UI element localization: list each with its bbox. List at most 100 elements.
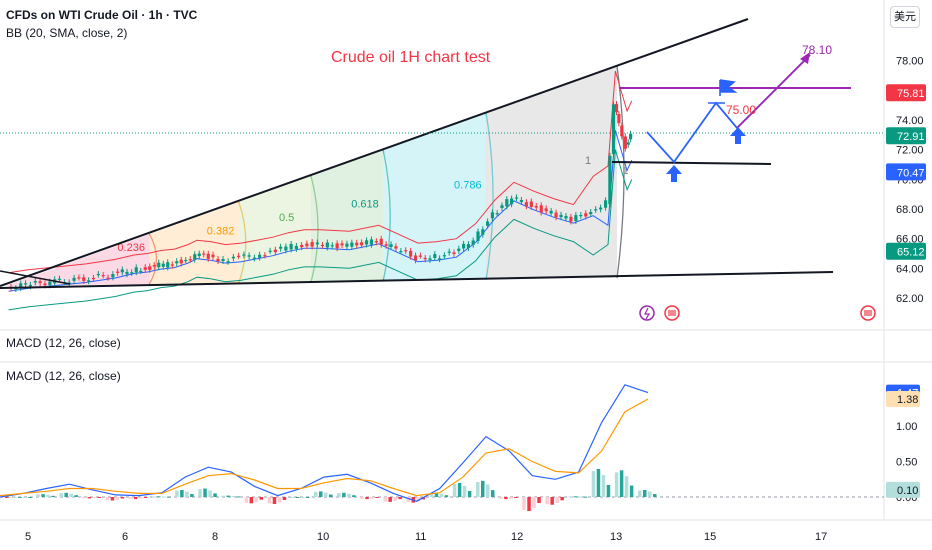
candle-body [471,240,475,245]
candle-body [476,231,480,241]
lightning-icon [644,307,651,320]
candle-body [188,259,192,261]
candle-body [57,278,62,280]
candle-body [226,261,230,263]
candle-body [28,284,33,287]
macd-histogram-bar [105,497,110,501]
macd-histogram-bar [444,495,449,497]
macd-histogram-bar [190,493,194,497]
candle-body [490,212,494,219]
macd-histogram-bar [185,491,189,497]
candle-body [289,243,293,250]
time-tick-label: 5 [25,531,31,543]
macd-histogram-bar [282,497,287,501]
annotation-75-label: 75.00 [726,103,756,117]
candle-body [175,261,179,264]
price-label-box [886,127,926,145]
candle-body [170,264,174,266]
candle-body [330,245,334,247]
macd-histogram-bar [462,486,467,497]
macd-histogram-bar [347,493,351,497]
candle-body [423,257,427,260]
macd-histogram-bar [180,489,184,497]
candle-body [325,242,329,248]
macd-histogram-bar [329,494,333,497]
macd-histogram-bar [476,482,480,497]
candle-body [462,243,466,249]
candle-body [399,251,403,253]
macd-histogram-bar [537,497,541,504]
macd-histogram-bar [619,470,624,497]
macd-histogram-bar [115,497,120,500]
annotation-78-label: 78.10 [802,43,832,57]
indicator-macd-label-1[interactable]: MACD (12, 26, close) [6,336,121,350]
candle-body [87,280,91,282]
macd-histogram-bar [51,495,55,497]
macd-histogram-bar [203,488,207,497]
chart-title: Crude oil 1H chart test [331,49,491,66]
macd-histogram-bar [509,497,513,499]
candle-body [273,249,277,253]
candle-body [345,243,349,247]
macd-histogram-bar [290,497,295,498]
macd-histogram-bar [532,497,536,508]
candle-body [589,212,593,215]
candle-body [614,104,619,113]
macd-histogram-bar [87,497,92,499]
candle-body [268,250,272,252]
price-tick-label: 74.00 [896,115,924,127]
macd-histogram-bar [370,497,374,499]
candle-body [202,253,206,255]
candle-body [350,242,354,247]
candle-body [620,125,624,137]
candle-body [510,198,514,205]
candle-body [524,202,528,207]
candle-body [179,259,183,264]
price-tick-label: 62.00 [896,293,924,305]
macd-histogram-bar [138,497,143,499]
target-arrowhead [800,52,810,64]
fib-zone [486,66,617,280]
candle-body [184,260,188,262]
macd-histogram-bar [277,497,282,503]
macd-histogram-bar [82,497,87,499]
candle-body [514,197,519,199]
candle-body [559,214,563,218]
symbol-title[interactable]: CFDs on WTI Crude Oil · 1h · TVC [6,8,198,22]
indicator-macd-label-2[interactable]: MACD (12, 26, close) [6,369,121,383]
us-flag-icon-fill [864,310,872,316]
macd-histogram-bar [653,493,657,497]
candle-body [106,277,110,279]
macd-value-text: 1.38 [897,394,918,406]
candle-body [216,258,220,262]
macd-histogram-bar [638,490,642,497]
fib-level-label: 1 [623,166,629,177]
lower-trendline [0,271,834,289]
indicator-bb-label[interactable]: BB (20, SMA, close, 2) [6,26,128,40]
macd-histogram-bar [143,497,148,498]
candle-body [161,263,165,267]
candle-body [340,243,344,246]
candle-body [374,241,378,243]
macd-histogram-bar [375,497,379,498]
candle-body [544,208,548,212]
bb-basis-line [8,130,633,292]
candle-body [157,262,161,268]
candle-body [197,253,201,257]
us-flag-icon-fill [668,310,676,316]
candle-body [237,255,241,257]
time-tick-label: 12 [511,531,523,543]
candles-group [9,101,633,293]
macd-histogram-bar [0,497,4,499]
currency-button[interactable]: 美元 [890,6,920,28]
macd-histogram-bar [295,497,300,498]
macd-histogram-bar [110,497,115,501]
macd-histogram-bar [591,471,596,497]
time-tick-label: 10 [317,531,329,543]
macd-histogram-group [0,468,657,512]
candle-body [629,133,633,140]
candle-body [231,256,235,259]
candle-body [519,200,524,203]
